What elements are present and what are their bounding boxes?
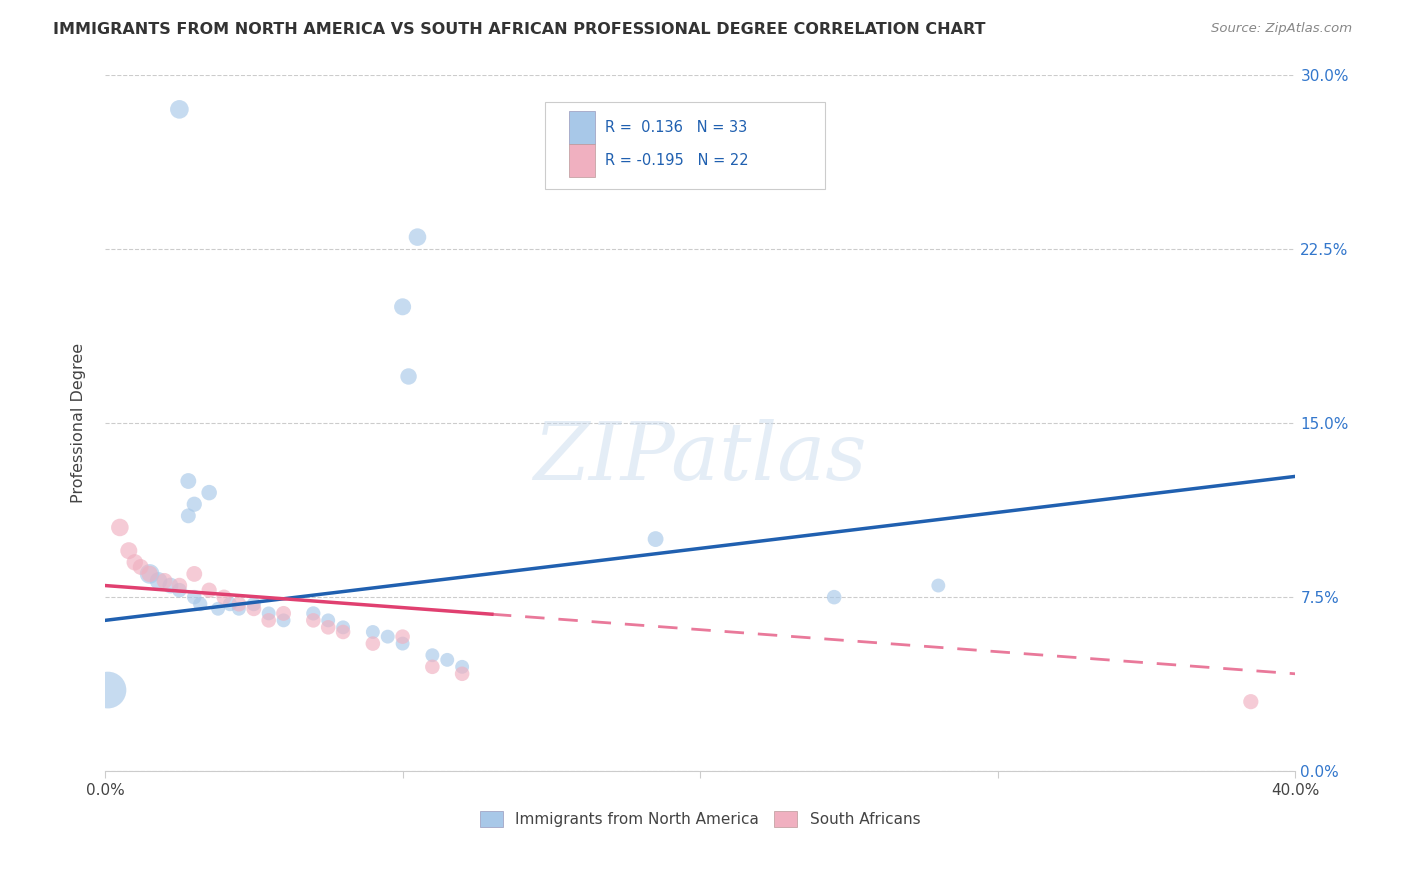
Point (391, 637, 413, 651)
Point (148, 574, 170, 588)
Point (451, 660, 474, 674)
Point (823, 590, 845, 604)
Point (257, 613, 280, 627)
Point (302, 613, 325, 627)
Point (228, 601, 250, 615)
Point (316, 620, 339, 634)
Point (361, 625, 384, 640)
Point (183, 590, 205, 604)
Point (138, 566, 160, 581)
Point (169, 578, 191, 592)
Point (436, 653, 458, 667)
Point (391, 300, 413, 314)
Point (273, 613, 295, 627)
Point (177, 474, 200, 488)
Point (1240, 695, 1263, 709)
Text: Source: ZipAtlas.com: Source: ZipAtlas.com (1212, 22, 1353, 36)
Point (153, 574, 176, 588)
Point (406, 230, 429, 244)
Point (207, 601, 229, 615)
Point (398, 369, 420, 384)
Point (451, 666, 474, 681)
Point (219, 597, 242, 611)
Point (228, 597, 250, 611)
Text: R =  0.136   N = 33: R = 0.136 N = 33 (605, 120, 747, 135)
Point (316, 613, 339, 627)
Point (377, 630, 399, 644)
Point (118, 543, 141, 558)
Point (927, 578, 949, 592)
Point (108, 520, 131, 534)
Point (332, 620, 354, 634)
Point (169, 103, 191, 117)
Text: ZIPatlas: ZIPatlas (533, 419, 868, 497)
Point (183, 497, 205, 511)
Y-axis label: Professional Degree: Professional Degree (72, 343, 86, 503)
Point (361, 637, 384, 651)
Point (212, 590, 235, 604)
Point (302, 607, 325, 621)
Point (422, 660, 444, 674)
Point (198, 583, 221, 598)
Point (129, 560, 152, 574)
Point (169, 583, 191, 598)
Point (124, 555, 146, 569)
Point (391, 630, 413, 644)
Point (188, 597, 211, 611)
Point (198, 485, 221, 500)
Point (273, 607, 295, 621)
FancyBboxPatch shape (569, 111, 596, 145)
Point (257, 607, 280, 621)
Legend: Immigrants from North America, South Africans: Immigrants from North America, South Afr… (474, 805, 927, 833)
Point (97, 683, 120, 698)
Point (159, 578, 181, 592)
Text: IMMIGRANTS FROM NORTH AMERICA VS SOUTH AFRICAN PROFESSIONAL DEGREE CORRELATION C: IMMIGRANTS FROM NORTH AMERICA VS SOUTH A… (53, 22, 986, 37)
Point (422, 648, 444, 663)
Point (243, 601, 266, 615)
FancyBboxPatch shape (546, 103, 825, 189)
Text: R = -0.195   N = 22: R = -0.195 N = 22 (605, 153, 748, 168)
Point (183, 566, 205, 581)
Point (138, 566, 160, 581)
Point (644, 532, 666, 546)
Point (332, 625, 354, 640)
Point (177, 508, 200, 523)
FancyBboxPatch shape (569, 144, 596, 177)
Point (243, 597, 266, 611)
